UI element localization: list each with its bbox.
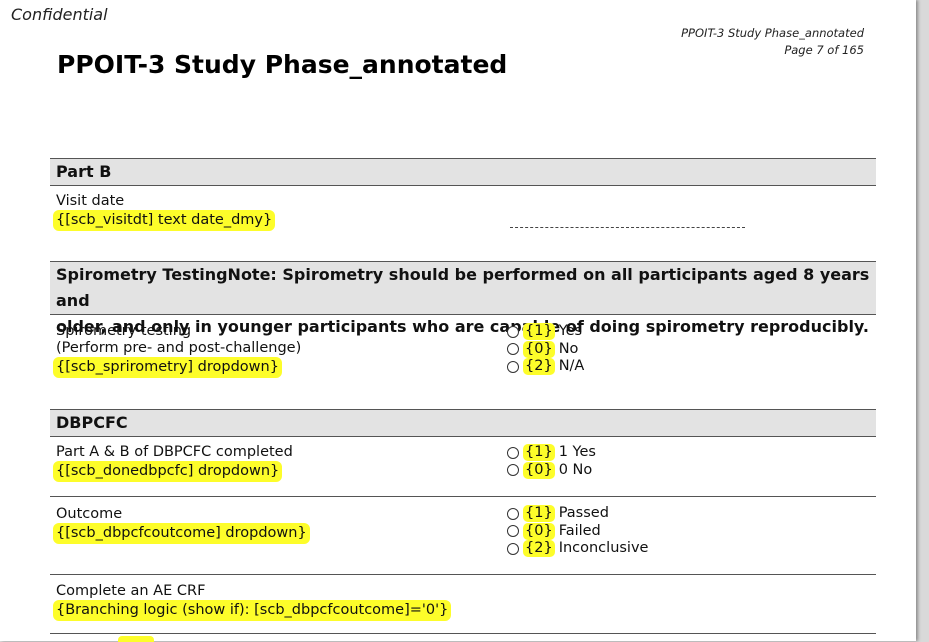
radio-button[interactable] (507, 464, 519, 477)
visit-date-input-line[interactable] (510, 227, 745, 228)
divider (50, 261, 876, 262)
section-heading-spirometry: Spirometry TestingNote: Spirometry shoul… (50, 262, 876, 336)
option-code: {2} (523, 358, 555, 376)
divider (50, 185, 876, 186)
divider (50, 633, 876, 634)
option-code: {0} (523, 461, 555, 479)
divider (50, 574, 876, 575)
partial-highlight (118, 636, 154, 642)
confidential-label: Confidential (11, 5, 108, 24)
divider (50, 496, 876, 497)
spirometry-testing-field: Spirometry testing (Perform pre- and pos… (53, 323, 302, 378)
spirometry-heading-line1: Spirometry TestingNote: Spirometry shoul… (56, 265, 870, 310)
divider (50, 436, 876, 437)
page-header: PPOIT-3 Study Phase_annotated Page 7 of … (681, 25, 864, 59)
radio-button[interactable] (507, 446, 519, 459)
dbpcfc-outcome-field: Outcome {[scb_dbpcfcoutcome] dropdown} (53, 506, 310, 544)
option-code: {0} (523, 522, 555, 540)
dbpcfc-outcome-option-passed[interactable]: {1} Passed (507, 505, 648, 523)
option-label: Yes (558, 323, 583, 339)
dbpcfc-completed-annotation: {[scb_donedbpcfc] dropdown} (53, 461, 283, 482)
option-code: {1} (523, 444, 555, 462)
dbpcfc-outcome-option-inconclusive[interactable]: {2} Inconclusive (507, 540, 648, 558)
radio-button[interactable] (507, 360, 519, 373)
option-label: Inconclusive (558, 540, 649, 556)
page-title: PPOIT-3 Study Phase_annotated (57, 50, 508, 79)
ae-crf-field: Complete an AE CRF {Branching logic (sho… (53, 583, 452, 621)
spirometry-option-yes[interactable]: {1} Yes (507, 323, 584, 341)
spirometry-option-na[interactable]: {2} N/A (507, 358, 584, 376)
divider (50, 314, 876, 315)
radio-button[interactable] (507, 343, 519, 356)
dbpcfc-outcome-option-failed[interactable]: {0} Failed (507, 523, 648, 541)
visit-date-label: Visit date (56, 193, 125, 209)
visit-date-annotation: {[scb_visitdt] text date_dmy} (53, 210, 276, 231)
ae-crf-label: Complete an AE CRF (56, 583, 206, 599)
header-page-number: Page 7 of 165 (784, 43, 864, 57)
spirometry-label: Spirometry testing (56, 323, 192, 339)
dbpcfc-outcome-annotation: {[scb_dbpcfcoutcome] dropdown} (53, 523, 310, 544)
visit-date-field: Visit date {[scb_visitdt] text date_dmy} (53, 193, 276, 231)
dbpcfc-completed-option-no[interactable]: {0} 0 No (507, 462, 596, 480)
spirometry-option-no[interactable]: {0} No (507, 341, 584, 359)
spirometry-annotation: {[scb_sprirometry] dropdown} (53, 357, 282, 378)
option-code: {1} (523, 505, 555, 523)
spirometry-options: {1} Yes {0} No {2} N/A (507, 323, 584, 376)
option-code: {0} (523, 340, 555, 358)
radio-button[interactable] (507, 525, 519, 538)
option-code: {1} (523, 323, 555, 341)
option-label: Failed (558, 522, 601, 539)
divider (50, 409, 876, 410)
dbpcfc-completed-field: Part A & B of DBPCFC completed {[scb_don… (53, 444, 293, 482)
radio-button[interactable] (507, 507, 519, 520)
section-heading-dbpcfc: DBPCFC (50, 410, 876, 436)
option-label: No (558, 340, 579, 357)
dbpcfc-outcome-options: {1} Passed {0} Failed {2} Inconclusive (507, 505, 648, 558)
header-doc-name: PPOIT-3 Study Phase_annotated (681, 26, 864, 40)
option-label: 0 No (558, 461, 593, 478)
option-label: Passed (558, 505, 609, 521)
radio-button[interactable] (507, 325, 519, 338)
option-code: {2} (523, 540, 555, 558)
ae-crf-branching-annotation: {Branching logic (show if): [scb_dbpcfco… (53, 600, 452, 621)
dbpcfc-completed-option-yes[interactable]: {1} 1 Yes (507, 444, 596, 462)
option-label: 1 Yes (558, 444, 596, 460)
option-label: N/A (558, 358, 585, 374)
radio-button[interactable] (507, 542, 519, 555)
dbpcfc-outcome-label: Outcome (56, 506, 123, 522)
spirometry-heading-line2: older, and only in younger participants … (56, 317, 869, 336)
dbpcfc-completed-label: Part A & B of DBPCFC completed (56, 444, 293, 460)
dbpcfc-completed-options: {1} 1 Yes {0} 0 No (507, 444, 596, 479)
divider (50, 158, 876, 159)
spirometry-sublabel: (Perform pre- and post-challenge) (56, 340, 302, 356)
section-heading-part-b: Part B (50, 159, 876, 185)
